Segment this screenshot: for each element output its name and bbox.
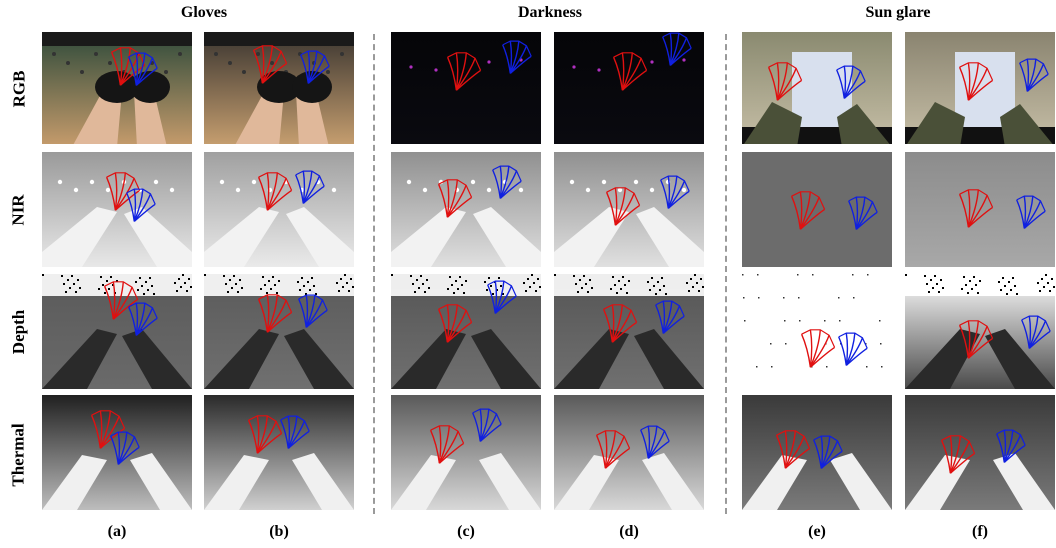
image-depth-b — [204, 274, 354, 389]
row-label-thermal: Thermal — [9, 423, 28, 487]
group-title-gloves: Gloves — [180, 4, 228, 21]
image-depth-e — [742, 274, 892, 389]
row-label-nir: NIR — [9, 193, 29, 226]
image-thermal-c — [391, 395, 541, 510]
group-title-sun-glare: Sun glare — [865, 4, 931, 21]
image-nir-a — [42, 152, 192, 267]
hand-pose-overlay — [204, 152, 354, 267]
image-rgb-f — [905, 32, 1055, 144]
image-rgb-d — [554, 32, 704, 144]
image-nir-d — [554, 152, 704, 267]
hand-pose-overlay — [42, 274, 192, 389]
hand-pose-overlay — [905, 32, 1055, 144]
column-label-d: (d) — [619, 523, 639, 540]
hand-pose-overlay — [204, 274, 354, 389]
column-label-a: (a) — [107, 523, 127, 540]
hand-pose-overlay — [391, 152, 541, 267]
column-label-f: (f) — [972, 523, 988, 540]
hand-pose-overlay — [391, 32, 541, 144]
image-thermal-e — [742, 395, 892, 510]
image-thermal-a — [42, 395, 192, 510]
image-depth-c — [391, 274, 541, 389]
hand-pose-overlay — [391, 274, 541, 389]
hand-pose-overlay — [42, 32, 192, 144]
divider-gloves-darkness — [373, 34, 375, 514]
hand-pose-overlay — [204, 395, 354, 510]
hand-pose-overlay — [742, 274, 892, 389]
image-nir-e — [742, 152, 892, 267]
image-thermal-b — [204, 395, 354, 510]
image-rgb-e — [742, 32, 892, 144]
hand-pose-overlay — [905, 274, 1055, 389]
divider-darkness-sunglare — [725, 34, 727, 514]
image-depth-f — [905, 274, 1055, 389]
hand-pose-overlay — [42, 395, 192, 510]
image-depth-d — [554, 274, 704, 389]
image-thermal-f — [905, 395, 1055, 510]
hand-pose-overlay — [391, 395, 541, 510]
image-depth-a — [42, 274, 192, 389]
hand-pose-overlay — [905, 152, 1055, 267]
hand-pose-overlay — [742, 32, 892, 144]
image-rgb-b — [204, 32, 354, 144]
column-label-b: (b) — [269, 523, 289, 540]
hand-pose-overlay — [554, 152, 704, 267]
column-label-c: (c) — [457, 523, 475, 540]
hand-pose-overlay — [554, 32, 704, 144]
hand-pose-overlay — [204, 32, 354, 144]
image-nir-b — [204, 152, 354, 267]
row-label-rgb: RGB — [9, 70, 28, 108]
image-thermal-d — [554, 395, 704, 510]
row-label-depth: Depth — [9, 309, 28, 354]
image-rgb-c — [391, 32, 541, 144]
hand-pose-overlay — [742, 152, 892, 267]
group-title-darkness: Darkness — [517, 4, 582, 21]
hand-pose-overlay — [42, 152, 192, 267]
hand-pose-overlay — [554, 395, 704, 510]
image-nir-c — [391, 152, 541, 267]
hand-pose-overlay — [554, 274, 704, 389]
column-label-e: (e) — [808, 523, 826, 540]
hand-pose-overlay — [742, 395, 892, 510]
image-nir-f — [905, 152, 1055, 267]
hand-pose-overlay — [905, 395, 1055, 510]
image-rgb-a — [42, 32, 192, 144]
